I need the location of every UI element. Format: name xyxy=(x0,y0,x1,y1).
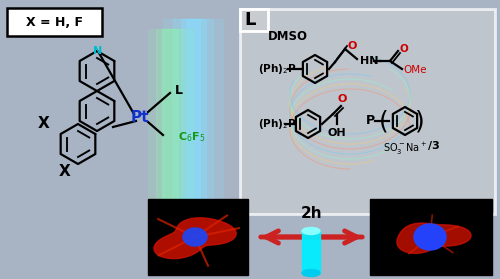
Ellipse shape xyxy=(302,227,320,235)
Text: DMSO: DMSO xyxy=(268,30,308,44)
Text: (Ph)$_2$P: (Ph)$_2$P xyxy=(258,117,296,131)
Text: HN: HN xyxy=(360,56,378,66)
Polygon shape xyxy=(397,223,471,253)
Bar xyxy=(186,19,200,249)
Text: N: N xyxy=(94,46,102,56)
Text: O: O xyxy=(400,44,409,54)
Bar xyxy=(148,29,193,229)
Text: (: ( xyxy=(379,109,389,133)
Text: C$_6$F$_5$: C$_6$F$_5$ xyxy=(178,130,206,144)
Text: O: O xyxy=(348,41,358,51)
Bar xyxy=(181,19,206,249)
Bar xyxy=(162,29,178,229)
Bar xyxy=(240,9,268,31)
Bar xyxy=(7,8,102,36)
Text: P: P xyxy=(366,114,374,128)
Text: X: X xyxy=(38,117,50,131)
Text: (Ph)$_2$P: (Ph)$_2$P xyxy=(258,62,296,76)
Polygon shape xyxy=(183,228,207,246)
Text: Pt: Pt xyxy=(131,109,149,124)
Text: L: L xyxy=(175,85,183,97)
Bar xyxy=(370,199,492,275)
Ellipse shape xyxy=(302,270,320,276)
Text: OMe: OMe xyxy=(403,65,426,75)
Text: O: O xyxy=(338,94,346,104)
Text: L: L xyxy=(244,11,256,29)
Bar xyxy=(156,29,184,229)
Text: SO$_3^-$Na$^+$: SO$_3^-$Na$^+$ xyxy=(383,141,427,157)
Text: OH: OH xyxy=(328,128,346,138)
Bar xyxy=(302,231,320,273)
Bar xyxy=(148,199,248,275)
Bar xyxy=(163,19,223,249)
Text: X: X xyxy=(59,163,71,179)
Polygon shape xyxy=(414,224,446,250)
Polygon shape xyxy=(154,218,236,259)
Text: ): ) xyxy=(415,109,425,133)
Text: X = H, F: X = H, F xyxy=(26,16,82,28)
Text: /3: /3 xyxy=(428,141,440,151)
Text: 2h: 2h xyxy=(300,206,322,221)
Bar xyxy=(240,9,495,214)
Bar xyxy=(173,19,213,249)
